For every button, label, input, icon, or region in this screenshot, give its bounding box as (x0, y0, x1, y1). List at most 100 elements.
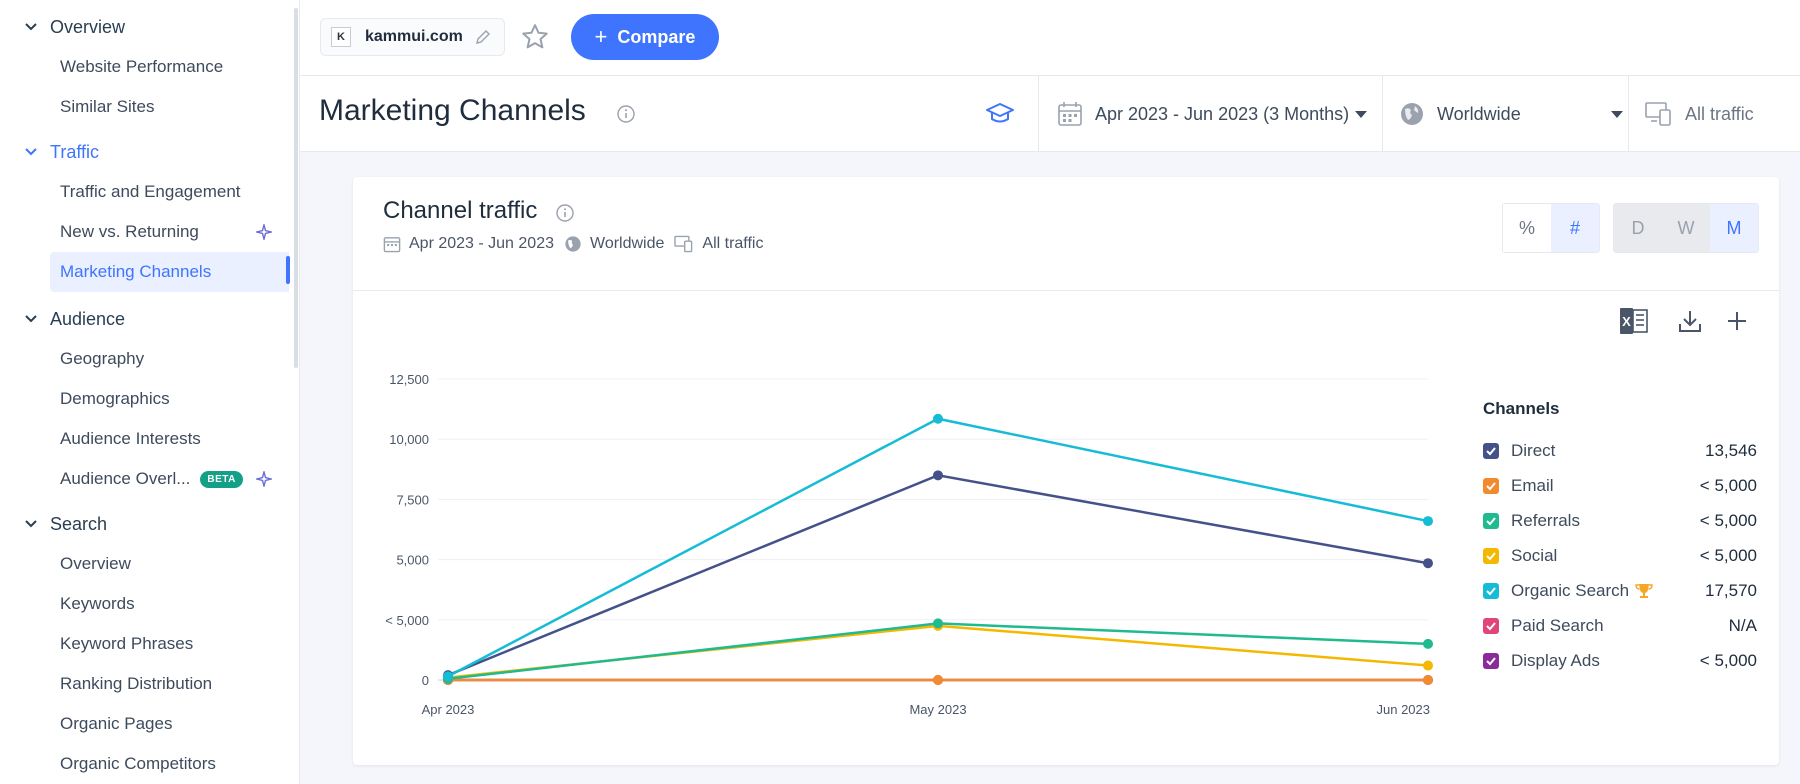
sidebar-section-audience[interactable]: Audience (0, 299, 299, 339)
sidebar-item-audience-overlap[interactable]: Audience Overl... BETA (0, 459, 299, 499)
metric-toggle: % # (1502, 203, 1600, 253)
chevron-down-icon (24, 20, 38, 34)
data-point[interactable] (1423, 675, 1433, 685)
pencil-icon[interactable] (475, 29, 491, 45)
x-tick-label: Jun 2023 (1377, 702, 1431, 717)
sidebar-item-geography[interactable]: Geography (0, 339, 299, 379)
sidebar-item-audience-interests[interactable]: Audience Interests (0, 419, 299, 459)
sidebar-item-search-overview[interactable]: Overview (0, 544, 299, 584)
sidebar-item-label: Organic Competitors (60, 754, 216, 773)
sidebar-item-ranking-distribution[interactable]: Ranking Distribution (0, 664, 299, 704)
globe-icon (1401, 103, 1423, 125)
sidebar-item-label: Demographics (60, 389, 170, 408)
excel-export-icon[interactable]: X (1618, 305, 1650, 337)
legend-checkbox[interactable] (1483, 547, 1499, 564)
sidebar-section-label: Overview (50, 16, 126, 37)
card-header: Channel traffic Apr 2023 - Jun 2023 Worl… (353, 177, 1779, 291)
sidebar-item-new-vs-returning[interactable]: New vs. Returning (0, 212, 299, 252)
sidebar-item-website-performance[interactable]: Website Performance (0, 47, 299, 87)
caret-down-icon (1355, 110, 1368, 118)
sidebar-section-label: Audience (50, 308, 126, 329)
sparkle-icon (256, 471, 272, 487)
top-bar: K kammui.com + Compare (300, 0, 1800, 76)
devices-icon (674, 235, 693, 253)
data-point[interactable] (1423, 660, 1433, 671)
legend-item[interactable]: Direct 13,546 (1483, 433, 1757, 468)
sidebar-item-label: Overview (60, 554, 131, 573)
sidebar-item-label: Keyword Phrases (60, 634, 194, 653)
globe-icon (565, 236, 581, 252)
sidebar-scrollbar[interactable] (294, 8, 298, 368)
series-line-social (447, 624, 1429, 679)
legend-label: Direct (1511, 440, 1556, 460)
compare-button[interactable]: + Compare (571, 14, 719, 60)
data-point[interactable] (933, 470, 943, 481)
legend-checkbox[interactable] (1483, 617, 1499, 634)
y-tick-label: 10,000 (389, 432, 429, 447)
sidebar-section-search[interactable]: Search (0, 504, 299, 544)
granularity-toggle: D W M (1613, 203, 1759, 253)
data-point[interactable] (443, 671, 453, 682)
monthly-toggle[interactable]: M (1710, 204, 1758, 252)
legend-checkbox[interactable] (1483, 652, 1499, 669)
legend-item[interactable]: Social < 5,000 (1483, 538, 1757, 573)
country-filter[interactable]: Worldwide (1382, 76, 1628, 152)
legend-item[interactable]: Paid Search N/A (1483, 608, 1757, 643)
percent-toggle[interactable]: % (1503, 204, 1551, 252)
download-icon[interactable] (1674, 305, 1706, 337)
legend-checkbox[interactable] (1483, 442, 1499, 459)
compare-label: Compare (617, 26, 696, 47)
sidebar-section-traffic[interactable]: Traffic (0, 132, 299, 172)
sidebar-item-keyword-phrases[interactable]: Keyword Phrases (0, 624, 299, 664)
card-subtitle: Apr 2023 - Jun 2023 Worldwide All traffi… (383, 235, 763, 253)
traffic-source-filter[interactable]: All traffic (1628, 76, 1800, 152)
data-point[interactable] (933, 675, 943, 685)
legend-item[interactable]: Display Ads < 5,000 (1483, 643, 1757, 678)
y-tick-label: 0 (422, 673, 429, 688)
add-to-dashboard-icon[interactable] (1721, 305, 1753, 337)
data-point[interactable] (933, 413, 943, 424)
chart-legend: Channels Direct 13,546 Email < 5,000 Referra… (1483, 399, 1757, 678)
sidebar-item-label: Website Performance (60, 57, 224, 76)
info-icon[interactable] (616, 104, 636, 124)
legend-label: Organic Search (1511, 580, 1630, 600)
data-point[interactable] (1423, 638, 1433, 649)
svg-text:X: X (1622, 314, 1631, 329)
number-toggle[interactable]: # (1551, 204, 1599, 252)
legend-checkbox[interactable] (1483, 512, 1499, 529)
data-point[interactable] (1423, 516, 1433, 527)
daily-toggle[interactable]: D (1614, 204, 1662, 252)
sidebar-item-label: Audience Interests (60, 429, 201, 448)
weekly-toggle[interactable]: W (1662, 204, 1710, 252)
graduation-cap-icon[interactable] (984, 98, 1016, 130)
legend-checkbox[interactable] (1483, 582, 1499, 599)
info-icon[interactable] (555, 203, 575, 223)
card-title: Channel traffic (383, 197, 538, 224)
card-sub-date: Apr 2023 - Jun 2023 (409, 235, 554, 252)
sidebar-item-organic-pages[interactable]: Organic Pages (0, 704, 299, 744)
star-icon[interactable] (520, 22, 550, 52)
legend-value: N/A (1728, 615, 1757, 635)
sidebar-item-keywords[interactable]: Keywords (0, 584, 299, 624)
sidebar-item-traffic-engagement[interactable]: Traffic and Engagement (0, 172, 299, 212)
legend-item[interactable]: Referrals < 5,000 (1483, 503, 1757, 538)
legend-item[interactable]: Email < 5,000 (1483, 468, 1757, 503)
legend-item[interactable]: Organic Search 17,570 (1483, 573, 1757, 608)
y-tick-label: 5,000 (396, 553, 429, 568)
data-point[interactable] (1423, 558, 1433, 569)
sidebar-item-label: Audience Overl... (60, 469, 191, 488)
caret-down-icon (1610, 110, 1623, 118)
date-range-filter[interactable]: Apr 2023 - Jun 2023 (3 Months) (1038, 76, 1382, 152)
sidebar-item-marketing-channels[interactable]: Marketing Channels (50, 252, 290, 292)
data-point[interactable] (933, 618, 943, 629)
sidebar-item-similar-sites[interactable]: Similar Sites (0, 87, 299, 127)
sidebar-item-label: Organic Pages (60, 714, 173, 733)
site-chip[interactable]: K kammui.com (320, 18, 505, 56)
legend-checkbox[interactable] (1483, 477, 1499, 494)
sidebar-item-organic-competitors[interactable]: Organic Competitors (0, 744, 299, 784)
chevron-down-icon (24, 312, 38, 326)
sidebar-item-demographics[interactable]: Demographics (0, 379, 299, 419)
calendar-icon (1058, 102, 1082, 126)
sidebar-section-overview[interactable]: Overview (0, 7, 299, 47)
legend-value: 17,570 (1705, 580, 1757, 600)
